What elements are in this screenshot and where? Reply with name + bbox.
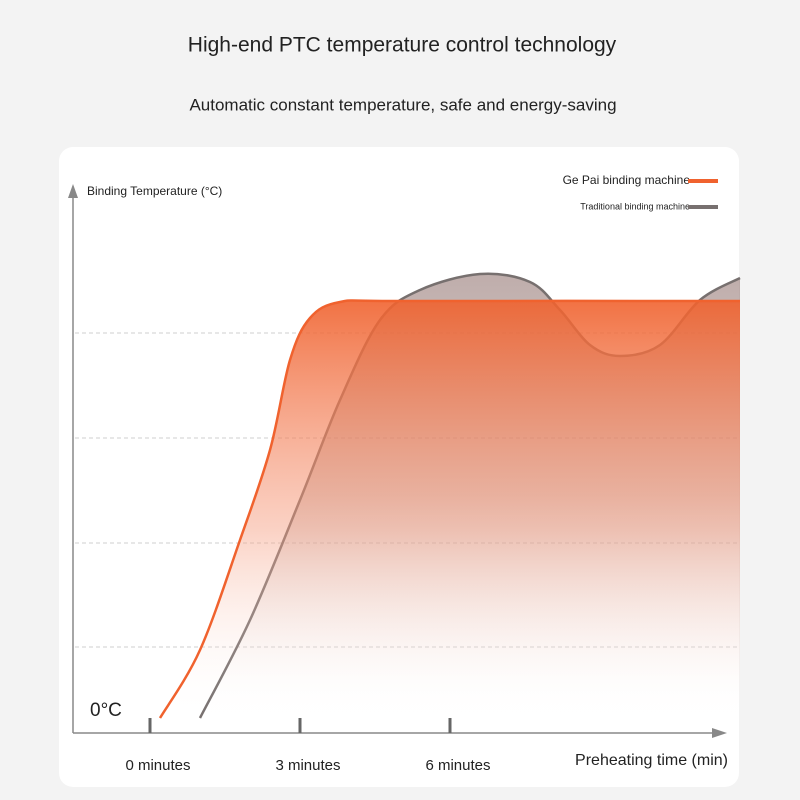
plot-area [75,272,741,719]
legend-label: Traditional binding machine [580,201,690,211]
y-axis-arrow [68,184,78,198]
x-axis-label: Preheating time (min) [575,752,728,769]
x-tick-label: 6 minutes [425,757,490,774]
x-tick-label: 0 minutes [125,757,190,774]
legend-label: Ge Pai binding machine [563,173,691,187]
x-axis-arrow [712,728,727,738]
series-line [158,299,741,719]
chart-title: High-end PTC temperature control technol… [188,34,617,57]
y-axis-label: Binding Temperature (°C) [87,184,222,198]
x-tick-label: 3 minutes [275,757,340,774]
series-area [160,300,740,718]
y-tick-label: 0°C [90,700,122,721]
chart-subtitle: Automatic constant temperature, safe and… [189,95,616,114]
